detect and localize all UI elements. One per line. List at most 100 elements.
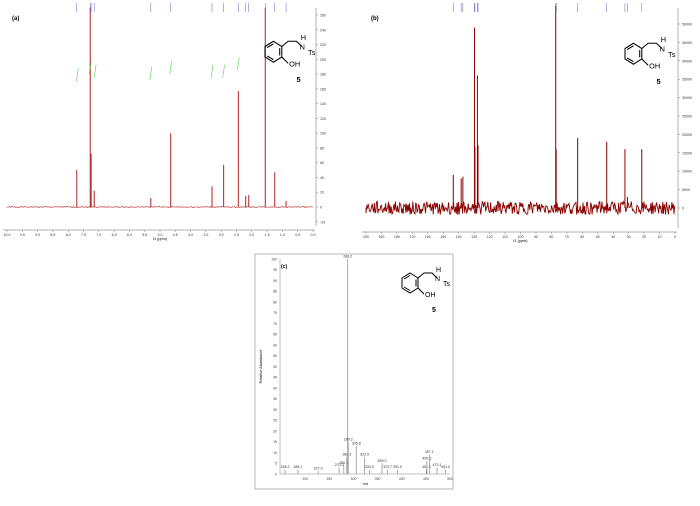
chart-a: -20 0 20 40 60 80 100 120 140 160 180 200 220 240 260 1…: [3, 3, 326, 241]
y-tick-label: 40: [273, 386, 277, 390]
integral-curve: [76, 68, 79, 82]
x-axis-label: f1 (ppm): [513, 239, 528, 243]
peak-label: 270.3: [335, 463, 344, 467]
y-tick-label: 180: [320, 73, 326, 77]
oh-label: OH: [425, 292, 436, 299]
x-axis-label: f1 (ppm): [153, 237, 168, 241]
y-tick-label: 25: [273, 419, 277, 423]
y-tick-label: -20: [320, 220, 325, 224]
peak-label: 491.0: [441, 465, 450, 469]
peak-label: 473.1: [433, 463, 442, 467]
x-tick-label: 5.0: [158, 233, 163, 237]
atom-n: N: [435, 276, 440, 283]
panel-label: (a): [12, 16, 19, 22]
y-tick-label: 15: [273, 440, 277, 444]
peak-label: 359.2: [378, 459, 387, 463]
y-tick-label: 40: [320, 176, 324, 180]
integral-curve: [88, 60, 92, 75]
x-tick-label: 450: [423, 477, 429, 481]
peak-label: 305.8: [352, 442, 361, 446]
x-tick-label: 70: [565, 235, 569, 239]
atom-h: H: [301, 33, 306, 42]
x-tick-label: 50: [596, 235, 600, 239]
x-tick-label: 500: [447, 477, 453, 481]
x-tick-label: 2.0: [249, 233, 254, 237]
x-tick-label: 10.0: [4, 233, 11, 237]
y-tick-label: 35: [273, 397, 277, 401]
peak-label: 457.1: [425, 450, 434, 454]
y-tick-label: 55: [273, 354, 277, 358]
y-tick-label: 45000: [682, 41, 692, 45]
atom-n: N: [300, 43, 305, 52]
peak-label: 288.2: [343, 255, 352, 259]
chart-c: 0 5 10 15 20 25 30 35 40 45 50 55 60 65 70 75 80 85 90 95 10…: [254, 253, 454, 490]
x-tick-label: 0.0: [311, 233, 316, 237]
x-tick-label: 8.0: [66, 233, 71, 237]
y-tick-label: 200: [320, 58, 326, 62]
peak-label: 289.2: [344, 437, 353, 441]
x-tick-label: 2.5: [234, 233, 239, 237]
peak-label: 286.3: [342, 452, 351, 456]
y-tick-label: 0: [320, 206, 322, 210]
y-tick-label: 10: [273, 451, 277, 455]
chart-frame: [254, 253, 454, 490]
x-tick-label: 130: [471, 235, 477, 239]
y-tick-label: 160: [320, 87, 326, 91]
y-tick-label: 5000: [682, 188, 690, 192]
ts-label: Ts: [668, 50, 676, 59]
y-tick-label: 80: [273, 300, 277, 304]
y-tick-label: 240: [320, 28, 326, 32]
y-tick-label: 20: [273, 429, 277, 433]
x-tick-label: 110: [502, 235, 508, 239]
x-tick-label: 200: [302, 477, 308, 481]
x-tick-label: 4.0: [188, 233, 193, 237]
compound-number: 5: [297, 75, 301, 84]
y-tick-label: 15000: [682, 151, 692, 155]
peak-label: 333.0: [365, 465, 374, 469]
integral-curve: [93, 64, 97, 78]
y-tick-label: 50000: [682, 23, 692, 27]
y-axis-label: Relative Abundance: [259, 350, 263, 384]
ts-label: Ts: [443, 281, 451, 288]
y-tick-label: 100: [320, 132, 326, 136]
spectrum-baseline: [6, 206, 314, 208]
panel-label: (b): [371, 16, 379, 22]
integral-curve: [210, 64, 214, 78]
y-tick-label: 70: [273, 322, 277, 326]
x-tick-label: 190: [378, 235, 384, 239]
x-tick-label: 1.5: [265, 233, 270, 237]
y-tick-label: 25000: [682, 115, 692, 119]
x-tick-label: 80: [549, 235, 553, 239]
y-tick-label: 30: [273, 408, 277, 412]
chart-b: 0 5000 10000 15000 20000 25000 30000 35000 40000…: [362, 3, 692, 243]
y-tick-label: 0: [275, 472, 277, 476]
peak-label: 158.2: [280, 465, 289, 469]
y-tick-label: 60: [273, 343, 277, 347]
x-tick-label: 250: [326, 477, 332, 481]
x-tick-label: 9.0: [35, 233, 40, 237]
x-tick-label: 4.5: [173, 233, 178, 237]
integral-curve: [149, 66, 153, 81]
y-tick-label: 80: [320, 146, 324, 150]
y-tick-label: 60: [320, 161, 324, 165]
x-tick-label: 0: [674, 235, 676, 239]
panel-label: (c): [281, 264, 287, 270]
compound-number: 5: [432, 307, 436, 314]
y-tick-label: 90: [273, 279, 277, 283]
x-tick-label: 160: [425, 235, 431, 239]
x-axis-label: m/z: [363, 482, 369, 486]
peak-label: 322.9: [360, 452, 369, 456]
x-tick-label: 90: [534, 235, 538, 239]
integral-curve: [237, 57, 240, 71]
peak-label: 452.1: [422, 457, 431, 461]
spectrum-baseline: [365, 200, 676, 216]
x-tick-label: 100: [518, 235, 524, 239]
y-tick-label: 120: [320, 117, 326, 121]
integral-curve: [222, 64, 225, 78]
y-tick-label: 45: [273, 376, 277, 380]
atom-h: H: [436, 267, 441, 274]
x-tick-label: 140: [456, 235, 462, 239]
